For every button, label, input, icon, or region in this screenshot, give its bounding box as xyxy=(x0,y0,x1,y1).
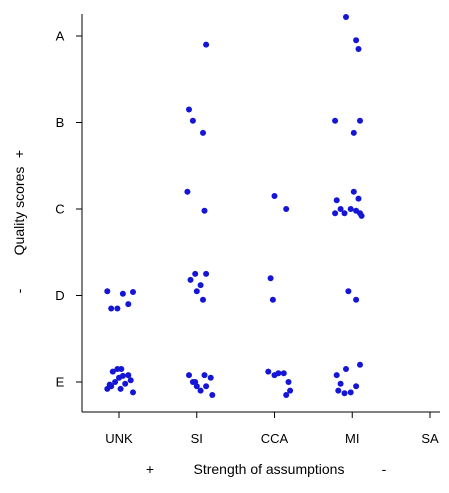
y-tick-label: A xyxy=(56,29,65,44)
data-point xyxy=(353,296,360,303)
data-point xyxy=(335,387,342,394)
data-point xyxy=(353,383,360,390)
data-point xyxy=(203,383,210,390)
data-point xyxy=(201,372,208,379)
data-point xyxy=(203,41,210,48)
data-point xyxy=(189,117,196,124)
x-axis-title-left-sign: + xyxy=(146,461,154,477)
data-point xyxy=(283,392,290,398)
data-point xyxy=(130,389,136,396)
data-point xyxy=(347,206,354,212)
data-point xyxy=(343,14,349,20)
data-point xyxy=(104,288,111,295)
x-tick-label: MI xyxy=(345,431,359,446)
data-point xyxy=(358,212,365,219)
data-point xyxy=(201,207,208,214)
data-point xyxy=(355,46,362,52)
data-point xyxy=(337,380,344,387)
x-axis-title: Strength of assumptions xyxy=(194,461,345,477)
data-point xyxy=(332,117,339,124)
data-point xyxy=(119,372,126,379)
data-point xyxy=(203,270,210,277)
data-point xyxy=(341,210,348,217)
y-tick-label: C xyxy=(55,202,64,217)
data-point xyxy=(184,188,191,195)
axis-titles: + Strength of assumptions - - Quality sc… xyxy=(11,150,387,477)
data-point xyxy=(285,379,292,385)
data-point xyxy=(353,207,360,214)
data-point xyxy=(112,379,119,385)
x-axis-title-right-sign: - xyxy=(382,461,387,477)
data-point xyxy=(267,275,274,282)
data-point xyxy=(119,290,126,297)
data-point xyxy=(271,193,278,199)
data-point xyxy=(118,366,125,372)
data-point xyxy=(108,383,115,390)
y-tick-label: E xyxy=(56,375,65,390)
y-axis-title-right-sign: + xyxy=(11,150,27,158)
data-point xyxy=(109,368,116,375)
data-point xyxy=(357,361,363,368)
data-point xyxy=(122,380,129,387)
data-point xyxy=(197,282,204,289)
data-point xyxy=(209,392,216,398)
data-point xyxy=(193,288,200,295)
data-point xyxy=(355,195,362,202)
data-point xyxy=(350,188,357,195)
data-point xyxy=(280,370,287,377)
data-point xyxy=(200,129,206,136)
data-point xyxy=(265,368,272,375)
y-axis-title: Quality scores xyxy=(11,167,27,256)
data-point xyxy=(114,305,121,312)
data-point xyxy=(187,276,194,283)
data-point xyxy=(283,206,290,212)
data-point xyxy=(108,305,115,312)
data-point xyxy=(287,387,294,394)
data-point xyxy=(343,366,349,372)
data-point xyxy=(130,289,136,295)
data-point xyxy=(186,372,192,379)
data-point xyxy=(347,389,354,396)
data-point xyxy=(353,37,360,44)
data-point xyxy=(269,296,276,303)
data-point xyxy=(125,372,132,379)
data-point xyxy=(275,370,282,377)
y-tick-label: D xyxy=(55,288,64,303)
x-tick-label: CCA xyxy=(261,431,289,446)
data-point xyxy=(117,385,124,392)
data-points xyxy=(104,14,365,398)
data-point xyxy=(193,383,200,390)
data-point xyxy=(337,206,344,212)
data-point xyxy=(333,372,340,379)
data-point xyxy=(357,117,363,124)
data-point xyxy=(341,390,348,397)
data-point xyxy=(197,387,204,394)
data-point xyxy=(125,301,132,308)
data-point xyxy=(350,129,357,136)
data-point xyxy=(345,288,352,295)
y-tick-label: B xyxy=(56,115,65,130)
data-point xyxy=(333,197,340,204)
x-tick-label: UNK xyxy=(105,431,133,446)
data-point xyxy=(332,210,339,217)
x-tick-label: SA xyxy=(421,431,439,446)
data-point xyxy=(200,296,206,303)
data-point xyxy=(207,374,214,381)
data-point xyxy=(189,379,196,385)
x-tick-label: SI xyxy=(191,431,203,446)
data-point xyxy=(127,377,134,384)
ticks: UNK SI CCA MI SA A B C D E xyxy=(55,29,439,447)
y-axis-title-left-sign: - xyxy=(11,288,27,293)
data-point xyxy=(192,270,199,277)
axes xyxy=(81,14,440,413)
y-axis-title-group: - Quality scores + xyxy=(11,150,27,293)
data-point xyxy=(186,106,192,113)
